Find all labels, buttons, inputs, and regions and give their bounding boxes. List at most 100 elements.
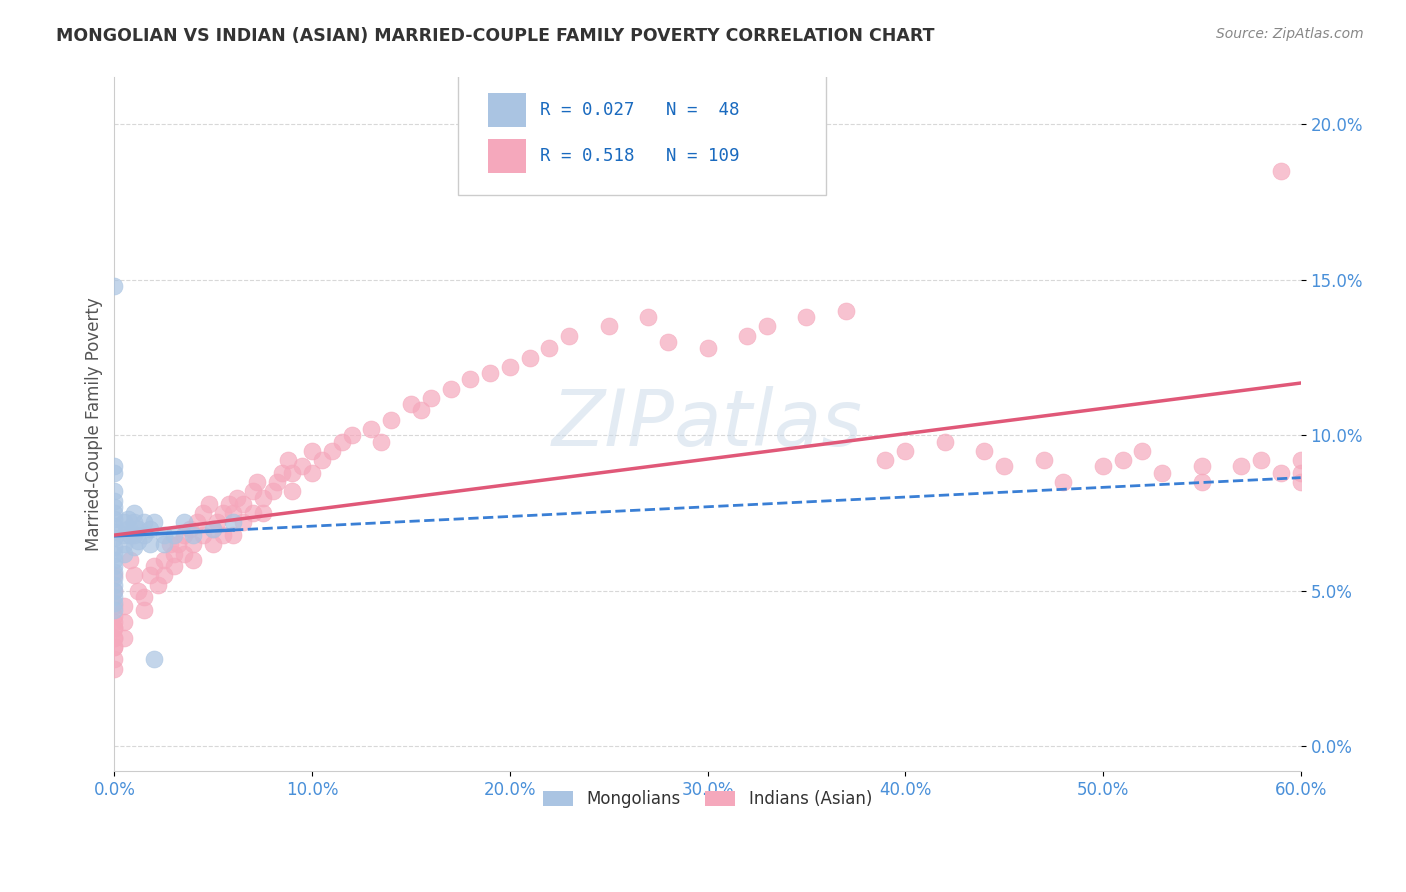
Point: [1191, 475, 1213, 489]
Point: [103, 640, 125, 654]
Point: [166, 537, 188, 551]
Point: [103, 583, 125, 598]
Point: [103, 631, 125, 645]
Point: [103, 640, 125, 654]
Point: [232, 497, 254, 511]
Point: [103, 568, 125, 582]
FancyBboxPatch shape: [488, 93, 526, 128]
Point: [103, 596, 125, 610]
Point: [153, 537, 176, 551]
Point: [103, 608, 125, 623]
Point: [122, 541, 145, 555]
Point: [479, 366, 502, 380]
Point: [311, 453, 333, 467]
Point: [103, 662, 125, 676]
Point: [103, 553, 125, 567]
Point: [112, 631, 135, 645]
Point: [993, 459, 1015, 474]
Point: [202, 522, 225, 536]
Point: [179, 522, 201, 536]
Point: [122, 568, 145, 582]
Point: [242, 506, 264, 520]
Point: [1270, 163, 1292, 178]
Point: [1091, 459, 1114, 474]
Point: [112, 615, 135, 629]
Point: [103, 631, 125, 645]
Text: R = 0.518   N = 109: R = 0.518 N = 109: [540, 147, 740, 165]
Point: [132, 528, 155, 542]
Point: [598, 319, 620, 334]
Point: [142, 516, 165, 530]
Point: [370, 434, 392, 449]
FancyBboxPatch shape: [488, 138, 526, 173]
Point: [360, 422, 382, 436]
Point: [112, 599, 135, 614]
Point: [163, 547, 186, 561]
Point: [875, 453, 897, 467]
Point: [657, 334, 679, 349]
Point: [1052, 475, 1074, 489]
Point: [321, 443, 343, 458]
FancyBboxPatch shape: [458, 74, 827, 195]
Text: ZIPatlas: ZIPatlas: [553, 386, 863, 462]
Point: [103, 524, 125, 539]
Point: [796, 310, 818, 324]
Y-axis label: Married-Couple Family Poverty: Married-Couple Family Poverty: [86, 298, 103, 551]
Point: [122, 528, 145, 542]
Point: [153, 568, 176, 582]
Point: [1152, 466, 1174, 480]
Point: [934, 434, 956, 449]
Point: [103, 459, 125, 474]
Point: [117, 522, 139, 536]
Point: [281, 466, 304, 480]
Point: [120, 528, 142, 542]
Point: [222, 516, 245, 530]
Point: [117, 512, 139, 526]
Point: [262, 484, 284, 499]
Point: [380, 413, 402, 427]
Point: [186, 516, 208, 530]
Point: [198, 497, 221, 511]
Point: [301, 466, 323, 480]
Point: [1250, 453, 1272, 467]
Point: [439, 382, 461, 396]
Point: [266, 475, 288, 489]
Point: [103, 500, 125, 514]
Point: [103, 506, 125, 520]
Point: [103, 615, 125, 629]
Point: [212, 506, 235, 520]
Point: [399, 397, 422, 411]
Point: [163, 559, 186, 574]
Point: [103, 599, 125, 614]
Point: [696, 341, 718, 355]
Point: [103, 577, 125, 591]
Point: [103, 566, 125, 580]
Point: [252, 491, 274, 505]
Point: [146, 577, 169, 591]
Point: [112, 547, 135, 561]
Point: [103, 279, 125, 293]
Point: [103, 512, 125, 526]
Point: [183, 528, 205, 542]
Point: [173, 547, 195, 561]
Point: [139, 537, 162, 551]
Point: [103, 484, 125, 499]
Point: [112, 528, 135, 542]
Point: [103, 531, 125, 545]
Point: [153, 553, 176, 567]
Legend: Mongolians, Indians (Asian): Mongolians, Indians (Asian): [536, 784, 879, 815]
Point: [499, 359, 522, 374]
Point: [226, 491, 249, 505]
Point: [132, 516, 155, 530]
Point: [183, 553, 205, 567]
Point: [281, 484, 304, 499]
Point: [103, 559, 125, 574]
Point: [271, 466, 294, 480]
Point: [538, 341, 561, 355]
Point: [202, 537, 225, 551]
Point: [127, 583, 149, 598]
Point: [409, 403, 432, 417]
Point: [112, 516, 135, 530]
Point: [103, 547, 125, 561]
Text: Source: ZipAtlas.com: Source: ZipAtlas.com: [1216, 27, 1364, 41]
